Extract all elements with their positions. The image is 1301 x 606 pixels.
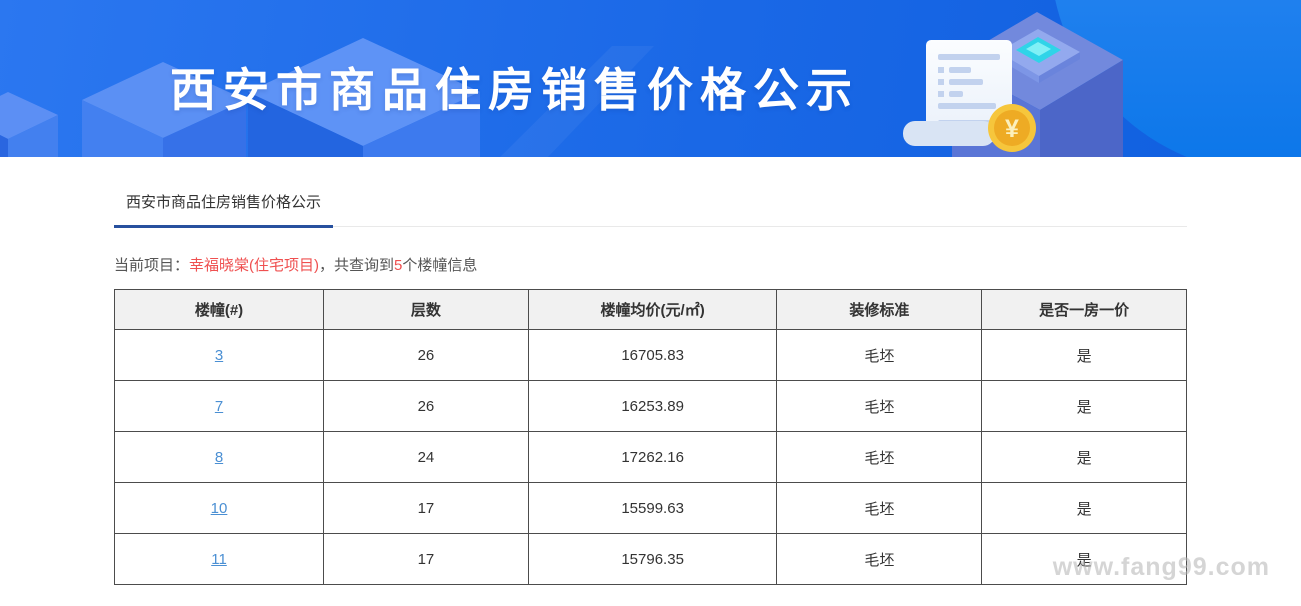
table-row: 7 26 16253.89 毛坯是	[113, 380, 1187, 432]
cell-decoration: 毛坯	[776, 533, 983, 585]
current-project-separator: ，共查询到	[319, 257, 395, 274]
cell-floors: 17	[323, 533, 529, 585]
header-avg-price: 楼幢均价(元/㎡)	[527, 289, 778, 330]
table-row: 3 26 16705.83 毛坯是	[113, 329, 1187, 381]
cell-one-price: 是	[981, 329, 1187, 381]
cell-decoration: 毛坯	[776, 482, 983, 534]
building-link[interactable]: 3	[214, 346, 224, 364]
receipt-illustration	[903, 40, 1012, 146]
cell-building: 11	[113, 533, 325, 585]
cell-building: 8	[113, 431, 325, 483]
main-content: 西安市商品住房销售价格公示 当前项目：幸福晓棠(住宅项目)，共查询到5个楼幢信息…	[113, 157, 1187, 585]
banner: ¥ 西安市商品住房销售价格公示	[0, 0, 1301, 157]
current-project-name: 幸福晓棠(住宅项目)	[189, 257, 320, 274]
banner-title: 西安市商品住房销售价格公示	[170, 64, 859, 116]
cell-floors: 26	[323, 380, 529, 432]
cell-decoration: 毛坯	[776, 329, 983, 381]
tab-price-publicity[interactable]: 西安市商品住房销售价格公示	[114, 191, 334, 228]
cell-avg-price: 16705.83	[527, 329, 778, 381]
cell-building: 3	[113, 329, 325, 381]
table-row: 10 17 15599.63 毛坯是	[113, 482, 1187, 534]
current-project-line: 当前项目：幸福晓棠(住宅项目)，共查询到5个楼幢信息	[114, 254, 1187, 275]
building-link[interactable]: 8	[214, 448, 224, 466]
coin-icon: ¥	[988, 104, 1036, 152]
cell-avg-price: 15796.35	[527, 533, 778, 585]
cell-one-price: 是	[981, 431, 1187, 483]
current-project-suffix: 个楼幢信息	[402, 257, 478, 274]
cell-avg-price: 16253.89	[527, 380, 778, 432]
cell-one-price: 是	[981, 482, 1187, 534]
banner-swoosh	[500, 46, 654, 157]
header-one-price: 是否一房一价	[981, 289, 1187, 330]
cell-decoration: 毛坯	[776, 431, 983, 483]
current-project-label: 当前项目：	[114, 257, 190, 274]
cell-avg-price: 15599.63	[527, 482, 778, 534]
price-table-body: 3 26 16705.83 毛坯是 7 26 16253.89 毛坯是 8 24 17262.16 毛…	[113, 329, 1187, 585]
cell-avg-price: 17262.16	[527, 431, 778, 483]
banner-circle-shape	[1055, 0, 1301, 157]
cell-floors: 24	[323, 431, 529, 483]
building-link[interactable]: 7	[214, 397, 224, 415]
tab-bar: 西安市商品住房销售价格公示	[114, 191, 1187, 228]
building-link[interactable]: 10	[210, 499, 228, 517]
cubes-illustration	[0, 38, 480, 157]
cell-building: 7	[113, 380, 325, 432]
cell-decoration: 毛坯	[776, 380, 983, 432]
cell-one-price: 是	[981, 533, 1187, 585]
svg-text:¥: ¥	[1005, 115, 1019, 143]
cell-one-price: 是	[981, 380, 1187, 432]
building-count: 5	[394, 257, 403, 274]
table-row: 8 24 17262.16 毛坯是	[113, 431, 1187, 483]
header-building: 楼幢(#)	[113, 289, 325, 330]
cell-floors: 17	[323, 482, 529, 534]
cell-building: 10	[113, 482, 325, 534]
header-decoration: 装修标准	[776, 289, 983, 330]
table-header-row: 楼幢(#) 层数 楼幢均价(元/㎡) 装修标准 是否一房一价	[113, 289, 1187, 330]
header-floors: 层数	[323, 289, 529, 330]
price-table: 楼幢(#) 层数 楼幢均价(元/㎡) 装修标准 是否一房一价 3 26 16705.…	[113, 289, 1187, 585]
cell-floors: 26	[323, 329, 529, 381]
building-link[interactable]: 11	[211, 550, 227, 568]
table-row: 11 17 15796.35 毛坯是	[113, 533, 1187, 585]
banner-decoration: ¥	[0, 0, 1301, 157]
